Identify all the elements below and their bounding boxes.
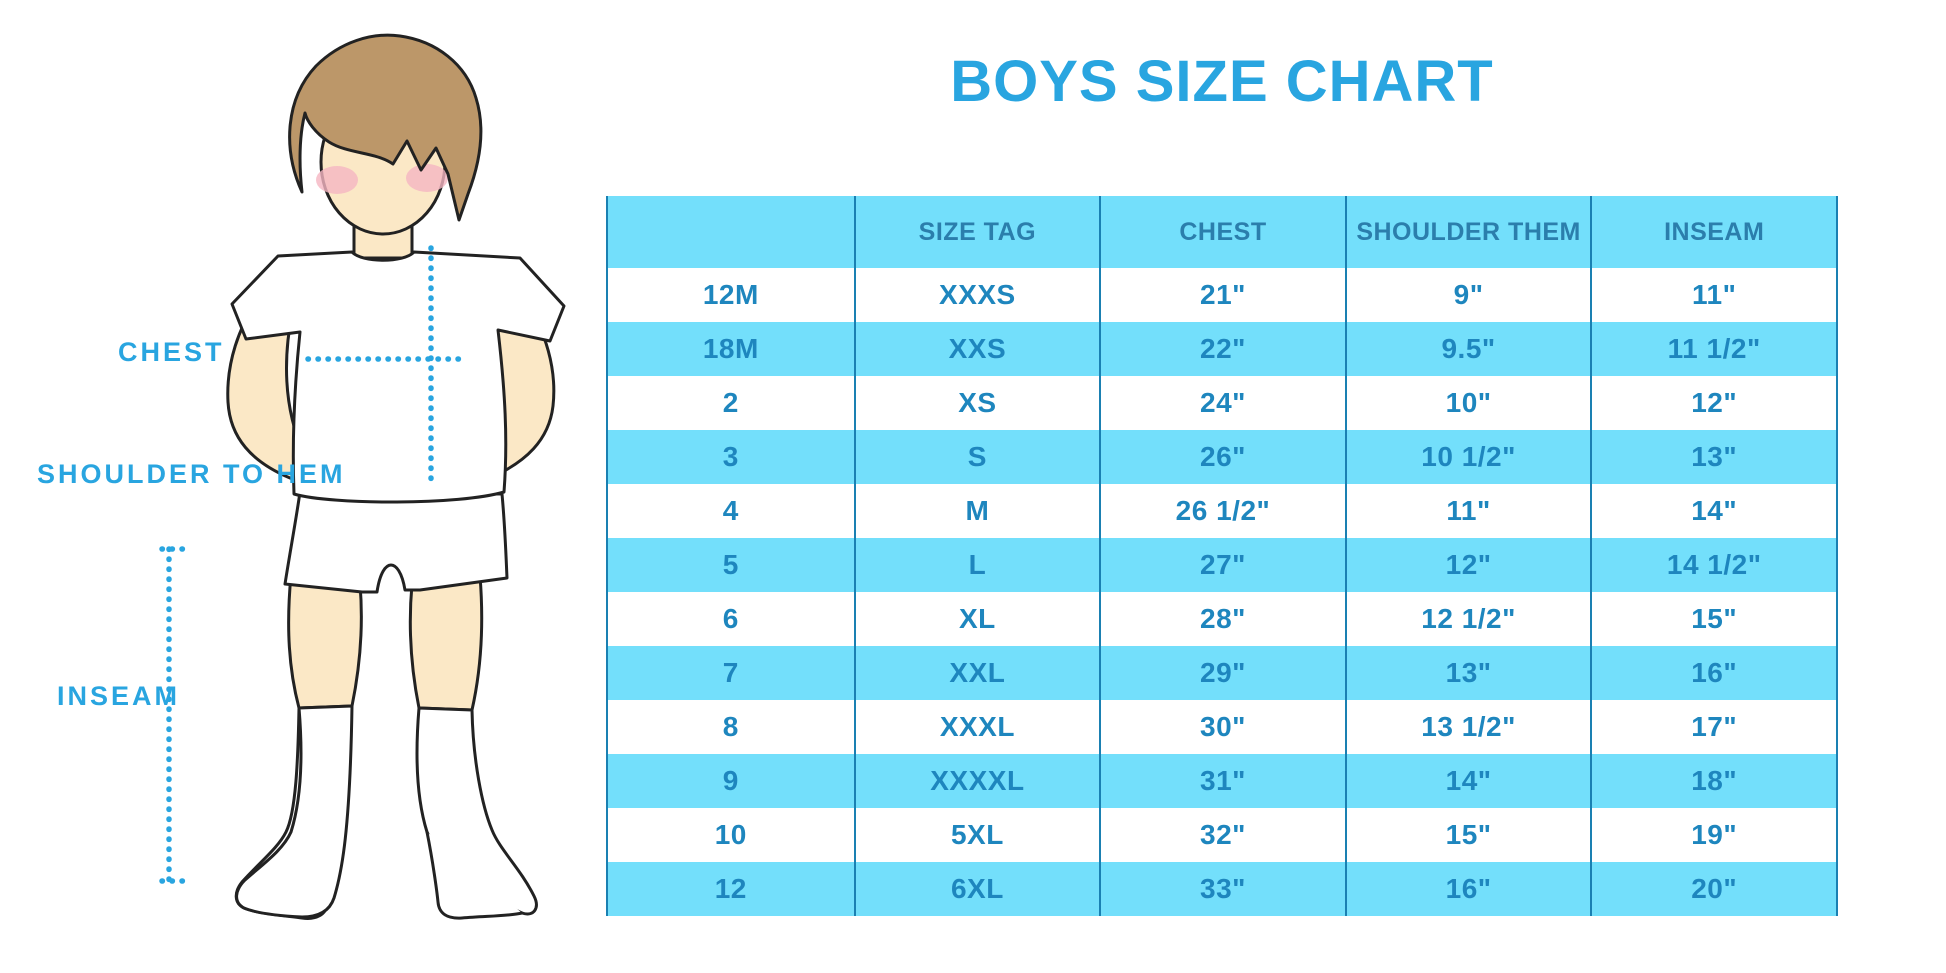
- right-leg: [408, 574, 484, 712]
- table-cell: 20": [1590, 862, 1836, 916]
- table-row: 6 XL 28" 12 1/2" 15": [608, 592, 1836, 646]
- table-cell: 16": [1590, 646, 1836, 700]
- table-cell: 19": [1590, 808, 1836, 862]
- table-row: 7 XXL 29" 13" 16": [608, 646, 1836, 700]
- table-cell: 13": [1590, 430, 1836, 484]
- page-title: BOYS SIZE CHART: [950, 49, 1494, 114]
- table-cell: 11": [1590, 268, 1836, 322]
- table-cell: 16": [1344, 862, 1591, 916]
- table-cell: M: [853, 484, 1100, 538]
- table-cell: 12 1/2": [1344, 592, 1591, 646]
- header-cell: INSEAM: [1590, 196, 1836, 268]
- table-cell: 9": [1344, 268, 1591, 322]
- t-shirt: [230, 250, 566, 504]
- table-cell: 11 1/2": [1590, 322, 1836, 376]
- table-cell: S: [853, 430, 1100, 484]
- table-cell: 3: [722, 441, 739, 472]
- table-cell: 13 1/2": [1344, 700, 1591, 754]
- table-cell: 29": [1099, 646, 1345, 700]
- table-cell: XXS: [853, 322, 1100, 376]
- right-foot-bottom: [425, 830, 524, 920]
- label-shoulder-to-hem: SHOULDER TO HEM: [37, 459, 346, 489]
- table-cell: XXXS: [853, 268, 1100, 322]
- table-cell: 24": [1099, 376, 1345, 430]
- table-cell: XS: [853, 376, 1100, 430]
- header-cell: SIZE TAG: [853, 196, 1100, 268]
- table-cell: 26": [1099, 430, 1345, 484]
- table-cell: 18": [1590, 754, 1836, 808]
- table-row: 2 XS 24" 10" 12": [608, 376, 1836, 430]
- table-cell: 17": [1590, 700, 1836, 754]
- table-cell: 18M: [702, 333, 759, 364]
- table-cell: 13": [1344, 646, 1591, 700]
- table-cell: 32": [1099, 808, 1345, 862]
- table-row: 3 S 26" 10 1/2" 13": [608, 430, 1836, 484]
- table-cell: 10 1/2": [1344, 430, 1591, 484]
- left-arm: [226, 293, 324, 488]
- label-chest: CHEST: [118, 337, 225, 367]
- table-cell: 10: [714, 819, 747, 850]
- header-cell: SHOULDER THEM: [1344, 196, 1591, 268]
- left-leg: [287, 573, 363, 710]
- table-cell: 15": [1344, 808, 1591, 862]
- table-cell: 15": [1590, 592, 1836, 646]
- table-cell: L: [853, 538, 1100, 592]
- table-cell: 22": [1099, 322, 1345, 376]
- table-cell: 4: [722, 495, 739, 526]
- table-cell: 14": [1344, 754, 1591, 808]
- table-cell: XL: [853, 592, 1100, 646]
- table-row: 9 XXXXL 31" 14" 18": [608, 754, 1836, 808]
- table-cell: 6: [722, 603, 739, 634]
- table-row: 8 XXXL 30" 13 1/2" 17": [608, 700, 1836, 754]
- table-cell: 9.5": [1344, 322, 1591, 376]
- table-cell: 10": [1344, 376, 1591, 430]
- table-cell: XXXXL: [853, 754, 1100, 808]
- table-cell: 5: [722, 549, 739, 580]
- table-cell: XXXL: [853, 700, 1100, 754]
- header-cell: [608, 196, 854, 268]
- table-cell: 14": [1590, 484, 1836, 538]
- boy-figure: [159, 33, 566, 920]
- table-cell: 11": [1344, 484, 1591, 538]
- table-cell: 12: [714, 873, 747, 904]
- right-cheek: [406, 164, 448, 192]
- table-cell: 31": [1099, 754, 1345, 808]
- size-table: SIZE TAG CHEST SHOULDER THEM INSEAM 12M XXXS 2…: [606, 196, 1838, 916]
- table-cell: 12M: [702, 279, 759, 310]
- table-row: 5 L 27" 12" 14 1/2": [608, 538, 1836, 592]
- table-cell: 27": [1099, 538, 1345, 592]
- boy-measurement-illustration: [159, 33, 566, 920]
- table-row: 10 5XL 32" 15" 19": [608, 808, 1836, 862]
- left-sock-fixed: [235, 704, 354, 919]
- table-cell: 2: [722, 387, 739, 418]
- hair: [288, 33, 483, 222]
- table-cell: 12": [1590, 376, 1836, 430]
- table-cell: 21": [1099, 268, 1345, 322]
- table-cell: 6XL: [853, 862, 1100, 916]
- table-cell: 28": [1099, 592, 1345, 646]
- table-row: 12 6XL 33" 16" 20": [608, 862, 1836, 916]
- label-inseam: INSEAM: [57, 681, 181, 711]
- table-row: 4 M 26 1/2" 11" 14": [608, 484, 1836, 538]
- table-cell: 9: [722, 765, 739, 796]
- table-cell: XXL: [853, 646, 1100, 700]
- table-row: 12M XXXS 21" 9" 11": [608, 268, 1836, 322]
- table-cell: 5XL: [853, 808, 1100, 862]
- shorts: [283, 490, 509, 594]
- table-cell: 7: [722, 657, 739, 688]
- table-row: 18M XXS 22" 9.5" 11 1/2": [608, 322, 1836, 376]
- left-cheek: [316, 166, 358, 194]
- table-cell: 26 1/2": [1099, 484, 1345, 538]
- table-header-row: SIZE TAG CHEST SHOULDER THEM INSEAM: [608, 196, 1836, 268]
- inseam-measure-line: [159, 546, 195, 884]
- table-cell: 33": [1099, 862, 1345, 916]
- table-cell: 30": [1099, 700, 1345, 754]
- table-cell: 12": [1344, 538, 1591, 592]
- table-cell: 14 1/2": [1590, 538, 1836, 592]
- header-cell: CHEST: [1099, 196, 1345, 268]
- table-cell: 8: [722, 711, 739, 742]
